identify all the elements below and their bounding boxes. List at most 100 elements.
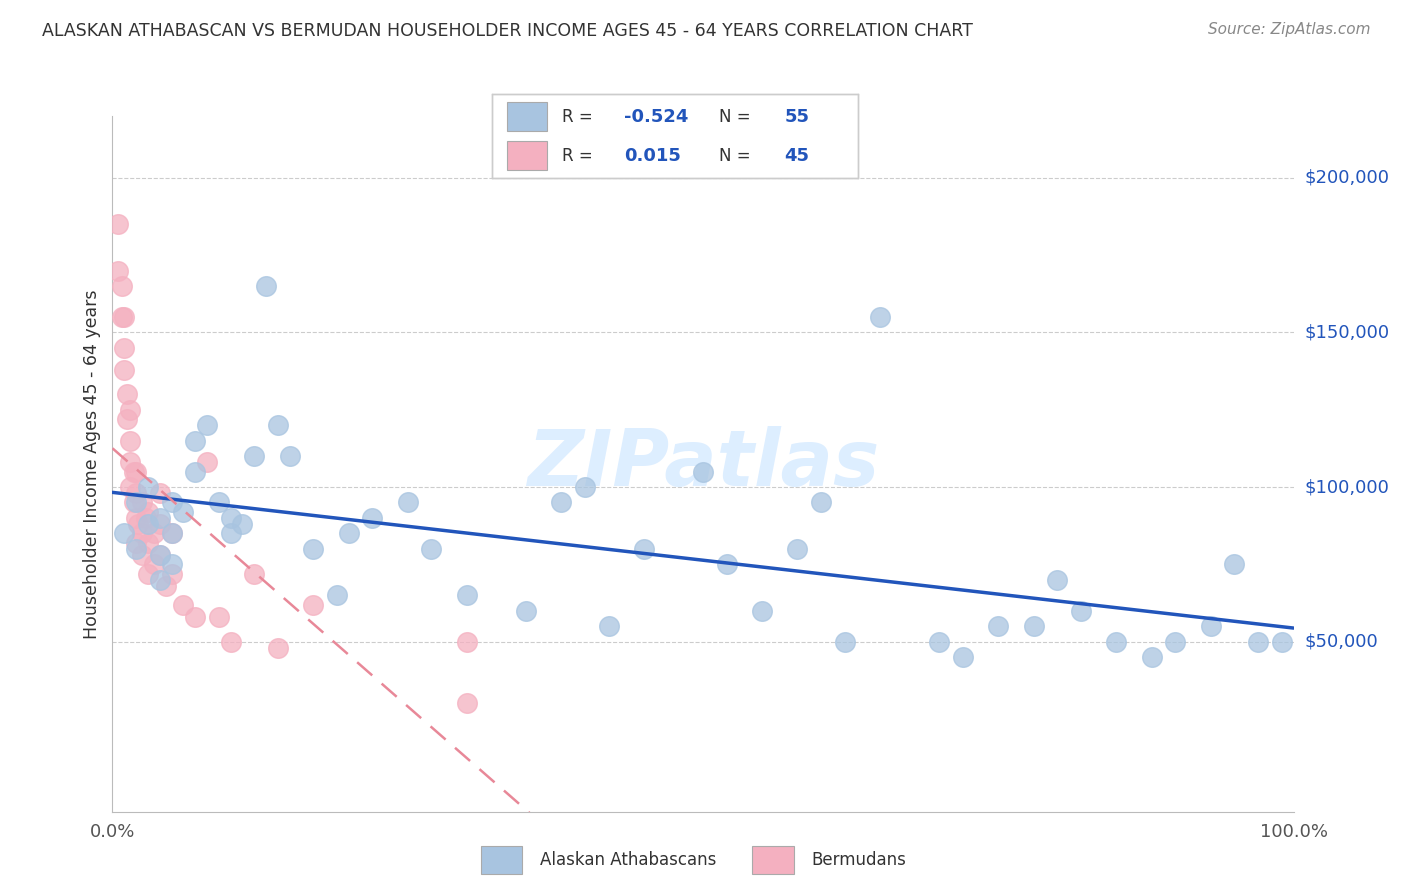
- Point: [111, 279, 134, 293]
- Point: [952, 650, 974, 665]
- Point: [112, 526, 135, 541]
- Point: [107, 263, 129, 277]
- Point: [1022, 619, 1045, 633]
- Text: 0.015: 0.015: [624, 146, 681, 164]
- Point: [208, 495, 231, 509]
- Point: [142, 558, 165, 572]
- Text: 55: 55: [785, 108, 810, 126]
- Point: [160, 495, 183, 509]
- Point: [1199, 619, 1222, 633]
- Point: [834, 634, 856, 648]
- Point: [160, 526, 183, 541]
- Point: [127, 517, 149, 532]
- Point: [149, 548, 172, 562]
- Text: $150,000: $150,000: [1305, 324, 1389, 342]
- Point: [125, 511, 148, 525]
- Text: $50,000: $50,000: [1305, 632, 1378, 650]
- Point: [396, 495, 419, 509]
- Point: [456, 588, 478, 602]
- Point: [219, 526, 242, 541]
- Point: [115, 387, 138, 401]
- Point: [716, 558, 738, 572]
- Point: [142, 526, 165, 541]
- Point: [125, 541, 148, 556]
- Point: [125, 465, 148, 479]
- Point: [160, 526, 183, 541]
- Point: [456, 697, 478, 711]
- Point: [184, 465, 207, 479]
- Point: [131, 548, 153, 562]
- FancyBboxPatch shape: [506, 141, 547, 169]
- Point: [120, 402, 142, 417]
- Point: [633, 541, 655, 556]
- Text: N =: N =: [718, 146, 755, 164]
- Text: Alaskan Athabascans: Alaskan Athabascans: [540, 851, 716, 869]
- FancyBboxPatch shape: [506, 103, 547, 131]
- Point: [184, 610, 207, 624]
- Point: [231, 517, 253, 532]
- Point: [550, 495, 572, 509]
- Point: [278, 449, 301, 463]
- Point: [122, 495, 145, 509]
- Text: Source: ZipAtlas.com: Source: ZipAtlas.com: [1208, 22, 1371, 37]
- Point: [928, 634, 950, 648]
- Point: [219, 511, 242, 525]
- Point: [1223, 558, 1246, 572]
- Point: [136, 535, 159, 549]
- Point: [267, 418, 290, 433]
- Point: [302, 541, 325, 556]
- Point: [515, 604, 537, 618]
- Text: -0.524: -0.524: [624, 108, 688, 126]
- Point: [125, 486, 148, 500]
- Point: [987, 619, 1010, 633]
- Point: [751, 604, 773, 618]
- Point: [155, 579, 177, 593]
- Text: ZIPatlas: ZIPatlas: [527, 425, 879, 502]
- Point: [302, 598, 325, 612]
- Point: [1105, 634, 1128, 648]
- Point: [149, 548, 172, 562]
- Point: [112, 341, 135, 355]
- Point: [1271, 634, 1294, 648]
- Point: [115, 412, 138, 426]
- Point: [326, 588, 349, 602]
- Text: R =: R =: [561, 146, 598, 164]
- Point: [122, 465, 145, 479]
- Point: [267, 640, 290, 655]
- Point: [456, 634, 478, 648]
- Point: [135, 511, 157, 525]
- Point: [810, 495, 832, 509]
- Point: [1164, 634, 1187, 648]
- Point: [420, 541, 443, 556]
- Point: [149, 486, 172, 500]
- Point: [131, 495, 153, 509]
- Point: [869, 310, 891, 324]
- Point: [125, 535, 148, 549]
- Point: [786, 541, 808, 556]
- Point: [1070, 604, 1092, 618]
- FancyBboxPatch shape: [752, 846, 794, 874]
- Text: $100,000: $100,000: [1305, 478, 1389, 496]
- Point: [136, 480, 159, 494]
- Text: ALASKAN ATHABASCAN VS BERMUDAN HOUSEHOLDER INCOME AGES 45 - 64 YEARS CORRELATION: ALASKAN ATHABASCAN VS BERMUDAN HOUSEHOLD…: [42, 22, 973, 40]
- Point: [361, 511, 384, 525]
- Point: [136, 505, 159, 519]
- Point: [574, 480, 596, 494]
- Point: [208, 610, 231, 624]
- Point: [172, 505, 194, 519]
- Point: [120, 480, 142, 494]
- Point: [136, 517, 159, 532]
- Point: [149, 517, 172, 532]
- Point: [195, 455, 218, 469]
- Point: [120, 434, 142, 448]
- Point: [160, 558, 183, 572]
- Point: [184, 434, 207, 448]
- Text: $200,000: $200,000: [1305, 169, 1389, 186]
- Point: [112, 310, 135, 324]
- Point: [120, 455, 142, 469]
- Text: R =: R =: [561, 108, 598, 126]
- Point: [111, 310, 134, 324]
- Point: [160, 566, 183, 581]
- Text: Bermudans: Bermudans: [811, 851, 907, 869]
- Point: [254, 279, 277, 293]
